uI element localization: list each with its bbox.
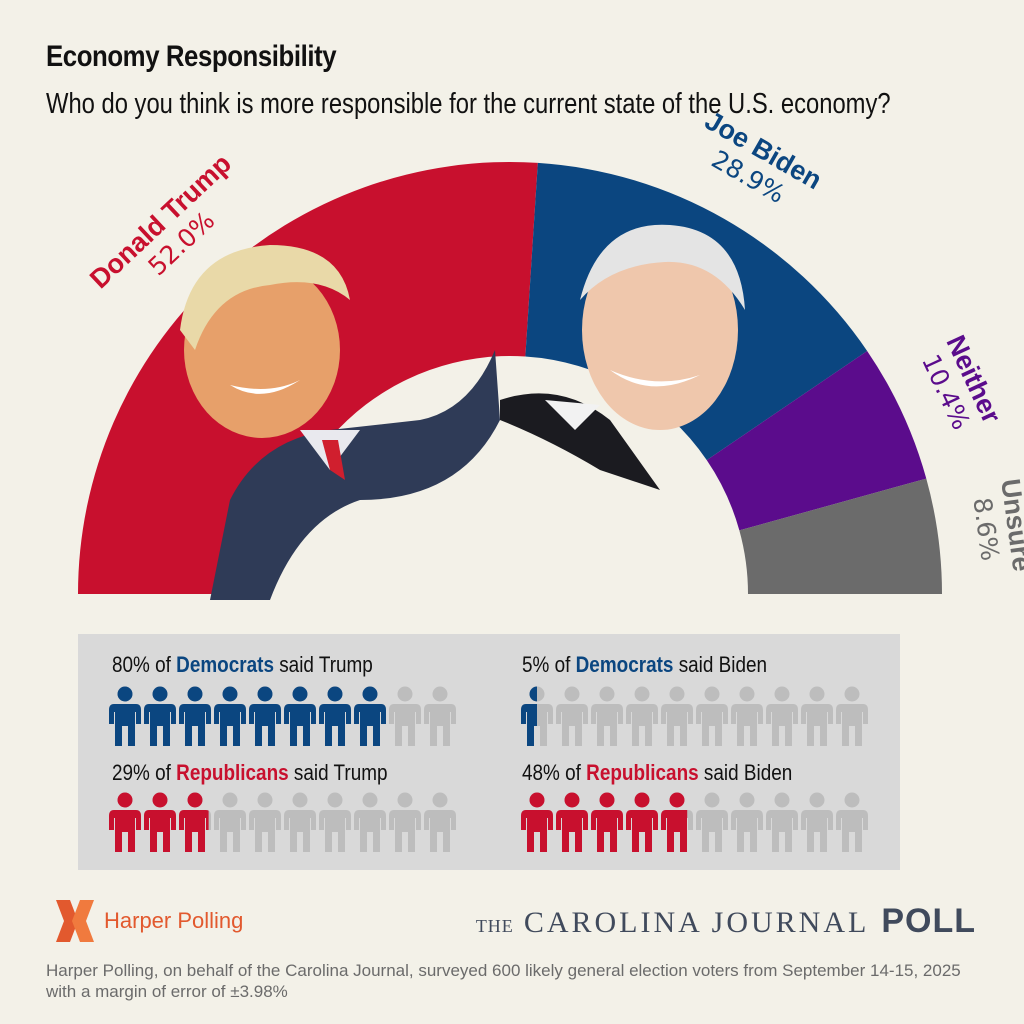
person-icon bbox=[214, 686, 246, 746]
stat-republicans-trump: 29% of Republicans said Trump bbox=[112, 760, 388, 786]
person-icon bbox=[696, 792, 728, 852]
cj-name-text: CAROLINA JOURNAL bbox=[523, 906, 870, 939]
stat-democrats-biden: 5% of Democrats said Biden bbox=[522, 652, 767, 678]
person-icon bbox=[801, 792, 833, 852]
harper-polling-logo: Harper Polling bbox=[52, 898, 243, 944]
person-icon bbox=[284, 686, 316, 746]
person-icon bbox=[661, 686, 693, 746]
carolina-journal-poll-logo: THE CAROLINA JOURNAL POLL bbox=[476, 902, 976, 941]
person-icon bbox=[836, 686, 868, 746]
stat-republicans-biden: 48% of Republicans said Biden bbox=[522, 760, 792, 786]
stat-prefix: 29% of bbox=[112, 760, 177, 785]
person-icon bbox=[144, 686, 176, 746]
person-icon bbox=[556, 686, 588, 746]
person-icon bbox=[626, 792, 658, 852]
person-icon bbox=[249, 686, 281, 746]
person-icon bbox=[696, 686, 728, 746]
person-icon bbox=[626, 686, 658, 746]
person-icon bbox=[424, 686, 456, 746]
person-icon bbox=[591, 686, 623, 746]
person-icon bbox=[389, 792, 421, 852]
person-icon bbox=[144, 792, 176, 852]
person-icon bbox=[556, 792, 588, 852]
person-icon bbox=[319, 792, 351, 852]
pictogram-republicans-trump bbox=[109, 792, 456, 852]
pictogram-republicans-biden bbox=[521, 792, 868, 852]
stat-prefix: 5% of bbox=[522, 652, 576, 677]
stat-group: Democrats bbox=[176, 652, 274, 677]
person-icon bbox=[319, 686, 351, 746]
methodology-footnote: Harper Polling, on behalf of the Carolin… bbox=[46, 961, 961, 1001]
person-icon bbox=[249, 792, 281, 852]
person-icon bbox=[521, 792, 553, 852]
person-icon bbox=[521, 686, 537, 746]
person-icon bbox=[424, 792, 456, 852]
slice-neither bbox=[706, 350, 927, 531]
person-icon bbox=[389, 686, 421, 746]
pictogram-democrats-trump bbox=[109, 686, 456, 746]
chart-title: Economy Responsibility bbox=[46, 40, 337, 73]
person-icon bbox=[731, 686, 763, 746]
chart-subtitle: Who do you think is more responsible for… bbox=[46, 88, 891, 120]
person-icon bbox=[766, 792, 798, 852]
stat-suffix: said Trump bbox=[288, 760, 388, 785]
stat-group: Democrats bbox=[575, 652, 674, 677]
person-icon bbox=[591, 792, 623, 852]
person-icon bbox=[214, 792, 246, 852]
person-icon bbox=[109, 792, 141, 852]
cj-the-text: THE bbox=[475, 916, 514, 936]
biden-photo bbox=[500, 224, 745, 490]
stat-suffix: said Trump bbox=[273, 652, 373, 677]
stat-group: Republicans bbox=[586, 760, 699, 785]
stat-democrats-trump: 80% of Democrats said Trump bbox=[112, 652, 373, 678]
person-icon bbox=[179, 686, 211, 746]
person-icon bbox=[836, 792, 868, 852]
stat-suffix: said Biden bbox=[673, 652, 768, 677]
stat-prefix: 48% of bbox=[522, 760, 587, 785]
person-icon bbox=[766, 686, 798, 746]
person-icon bbox=[109, 686, 141, 746]
slice-unsure bbox=[739, 478, 942, 594]
cj-poll-text: POLL bbox=[881, 902, 976, 940]
pictogram-democrats-biden bbox=[521, 686, 868, 746]
person-icon bbox=[179, 792, 209, 852]
person-icon bbox=[661, 792, 688, 852]
person-icon bbox=[801, 686, 833, 746]
trump-photo bbox=[180, 245, 500, 600]
stat-prefix: 80% of bbox=[112, 652, 177, 677]
person-icon bbox=[284, 792, 316, 852]
person-icon bbox=[354, 686, 386, 746]
person-icon bbox=[731, 792, 763, 852]
pictogram-panel: 80% of Democrats said Trump 5% of Democra… bbox=[78, 634, 900, 870]
harper-polling-text: Harper Polling bbox=[104, 908, 244, 933]
stat-suffix: said Biden bbox=[698, 760, 793, 785]
stat-group: Republicans bbox=[176, 760, 289, 785]
person-icon bbox=[354, 792, 386, 852]
harper-x-logo-icon bbox=[56, 900, 94, 942]
